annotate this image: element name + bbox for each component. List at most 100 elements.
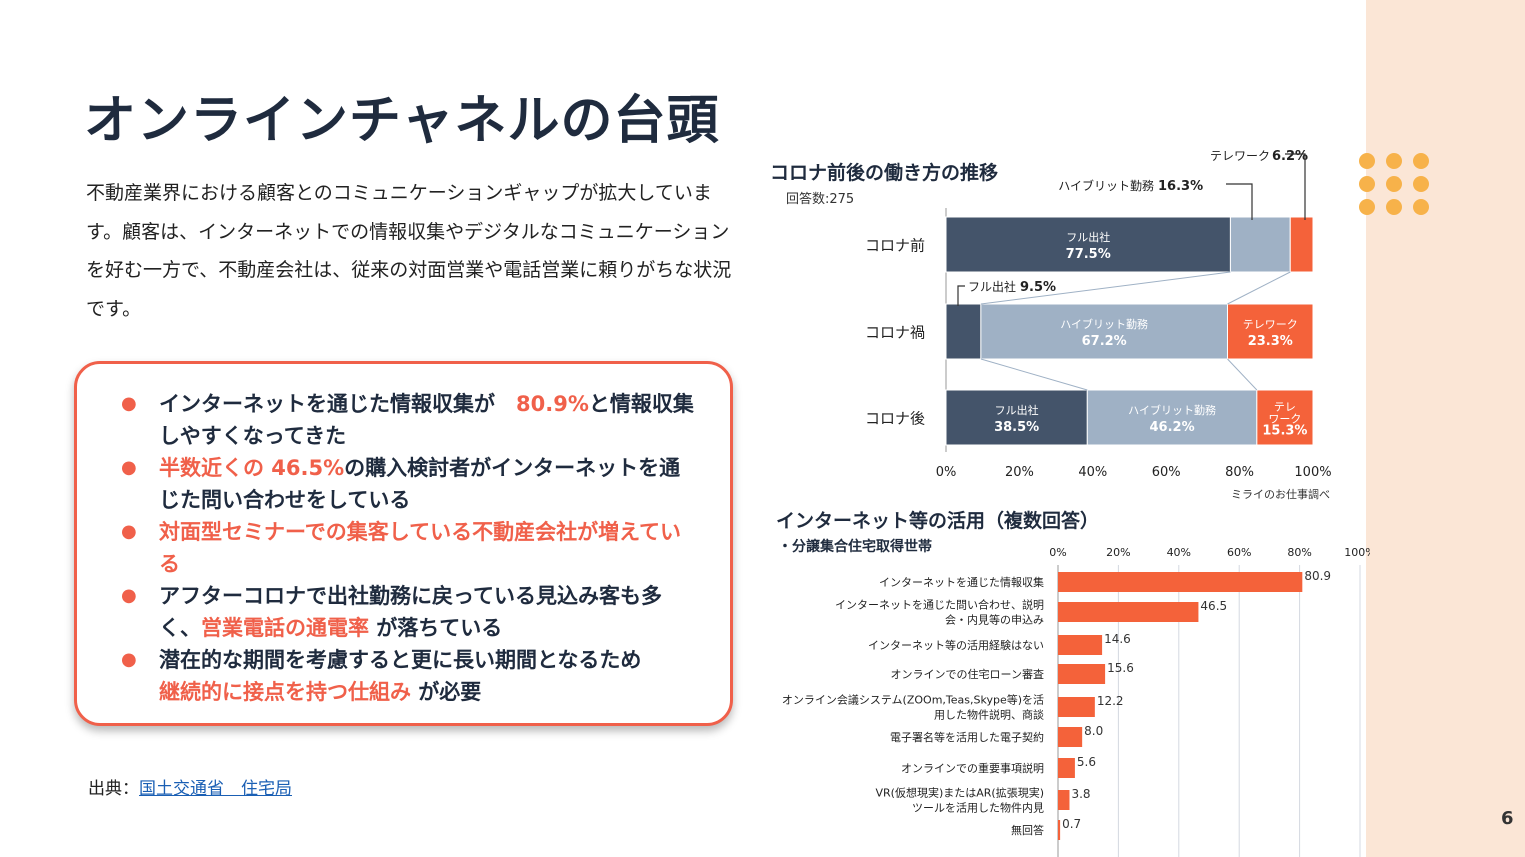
stacked-bar-segment (945, 389, 1088, 446)
decorative-dot (1386, 199, 1402, 215)
data-value-label: 0.7 (1062, 817, 1081, 831)
key-points-callout: ● インターネットを通じた情報収集が 80.9%と情報収集しやすくなってきた ● 半… (74, 361, 733, 726)
source-citation: 出典：国土交通省 住宅局 (88, 774, 292, 799)
page-number: 6 (1501, 808, 1514, 829)
x-tick-label: 20% (1106, 546, 1130, 559)
decorative-dot (1413, 176, 1429, 192)
stacked-bar-segment (1256, 389, 1314, 446)
segment-value-label: 46.2% (1150, 420, 1195, 435)
category-label: オンラインでの住宅ローン審査 (891, 667, 1044, 681)
bar (1058, 664, 1106, 684)
decorative-dot (1359, 153, 1375, 169)
decorative-dot (1386, 176, 1402, 192)
bar (1058, 602, 1199, 622)
connector-line (1227, 271, 1291, 305)
source-label: 出典： (88, 779, 139, 799)
data-value-label: 3.8 (1071, 787, 1090, 801)
segment-name-label: テレ (1274, 401, 1296, 414)
x-tick-label: 100% (1294, 465, 1331, 480)
decorative-side-band (1366, 0, 1525, 857)
data-value-label: 5.6 (1077, 755, 1096, 769)
x-tick-label: 40% (1078, 465, 1107, 480)
stacked-bar-segment (1226, 303, 1314, 360)
callout-leader-line (1226, 183, 1253, 220)
key-point-item: ● 対面型セミナーでの集客している不動産会社が増えている (121, 516, 701, 580)
callout-value: 6.2% (1272, 149, 1308, 164)
stacked-bar-segment (980, 303, 1228, 360)
category-label: インターネットを通じた問い合わせ、説明 (835, 598, 1044, 612)
bullet-icon: ● (121, 649, 137, 670)
callout-label: ハイブリット勤務 (1058, 178, 1154, 193)
callout-leader-line (957, 285, 965, 306)
category-label: 無回答 (1011, 823, 1044, 837)
data-value-label: 14.6 (1104, 632, 1131, 646)
category-label: 電子署名等を活用した電子契約 (890, 730, 1044, 744)
x-tick-label: 60% (1227, 546, 1251, 559)
x-tick-label: 0% (936, 465, 957, 480)
segment-name-label: フル出社 (1066, 230, 1110, 244)
stacked-bar-segment (1229, 216, 1291, 273)
data-value-label: 80.9 (1304, 569, 1331, 583)
bar (1058, 572, 1303, 592)
segment-value-label: 38.5% (994, 420, 1039, 435)
work-style-chart-title: コロナ前後の働き方の推移 (770, 162, 999, 184)
bar (1058, 697, 1095, 717)
decorative-dot (1359, 176, 1375, 192)
category-label: コロナ後 (865, 410, 925, 428)
bullet-icon: ● (121, 393, 137, 414)
decorative-dots (1359, 153, 1431, 223)
category-label: インターネット等の活用経験はない (868, 638, 1044, 652)
bullet-icon: ● (121, 521, 137, 542)
stacked-bar-segment (1289, 216, 1314, 273)
callout-value: 9.5% (1020, 280, 1056, 295)
key-point-item: ● 潜在的な期間を考慮すると更に長い期間となるため 継続的に接点を持つ仕組み が必要 (121, 644, 701, 708)
segment-name-label: フル出社 (995, 403, 1039, 417)
key-point-item: ● アフターコロナで出社勤務に戻っている見込み客も多く、営業電話の通電率 が落ちて… (121, 580, 701, 644)
source-link[interactable]: 国土交通省 住宅局 (139, 779, 292, 799)
chart-source-note: ミライのお仕事調べ (1231, 487, 1330, 501)
internet-usage-chart-title: インターネット等の活用（複数回答） (776, 510, 1100, 532)
segment-value-label: 67.2% (1082, 334, 1127, 349)
stacked-bar-segment (945, 216, 1231, 273)
data-value-label: 8.0 (1084, 724, 1103, 738)
category-label: オンライン会議システム(ZOOm,Teas,Skype等)を活 (782, 693, 1044, 707)
category-label: オンラインでの重要事項説明 (901, 761, 1044, 775)
x-tick-label: 60% (1152, 465, 1181, 480)
data-value-label: 46.5 (1200, 599, 1227, 613)
connector-line (980, 358, 1088, 391)
internet-usage-chart-subtitle: ・分譲集合住宅取得世帯 (778, 539, 932, 555)
page-title: オンラインチャネルの台頭 (84, 91, 720, 151)
bar (1058, 790, 1070, 810)
connector-line (980, 271, 1231, 305)
data-value-label: 12.2 (1097, 694, 1124, 708)
segment-name-label: ワーク (1268, 413, 1301, 426)
x-tick-label: 100% (1344, 546, 1370, 559)
segment-value-label: 23.3% (1248, 334, 1293, 349)
bar (1058, 758, 1075, 778)
category-label: VR(仮想現実)またはAR(拡張現実) (875, 786, 1044, 800)
key-points-list: ● インターネットを通じた情報収集が 80.9%と情報収集しやすくなってきた ● 半… (121, 388, 701, 708)
intro-paragraph: 不動産業界における顧客とのコミュニケーションギャップが拡大しています。顧客は、イ… (86, 182, 732, 320)
key-point-item: ● 半数近くの 46.5%の購入検討者がインターネットを通じた問い合わせをしている (121, 452, 701, 516)
callout-label: フル出社 (968, 279, 1016, 294)
segment-value-label: 77.5% (1066, 247, 1111, 262)
decorative-dot (1413, 199, 1429, 215)
stacked-bar-segment (1086, 389, 1258, 446)
x-tick-label: 20% (1005, 465, 1034, 480)
segment-name-label: テレワーク (1243, 318, 1298, 331)
stacked-bar-segment (945, 303, 982, 360)
segment-name-label: ハイブリット勤務 (1060, 317, 1148, 331)
callout-leader-line (1285, 153, 1306, 220)
callout-label: テレワーク (1210, 149, 1270, 163)
x-tick-label: 40% (1167, 546, 1191, 559)
category-label: 用した物件説明、商談 (934, 708, 1044, 722)
connector-line (1227, 358, 1258, 391)
bar (1058, 727, 1083, 747)
work-style-chart-subtitle: 回答数:275 (786, 192, 855, 207)
category-label: ツールを活用した物件内見 (912, 801, 1044, 815)
x-tick-label: 80% (1225, 465, 1254, 480)
data-value-label: 15.6 (1107, 661, 1134, 675)
callout-value: 16.3% (1158, 179, 1203, 194)
x-tick-label: 0% (1049, 546, 1066, 559)
